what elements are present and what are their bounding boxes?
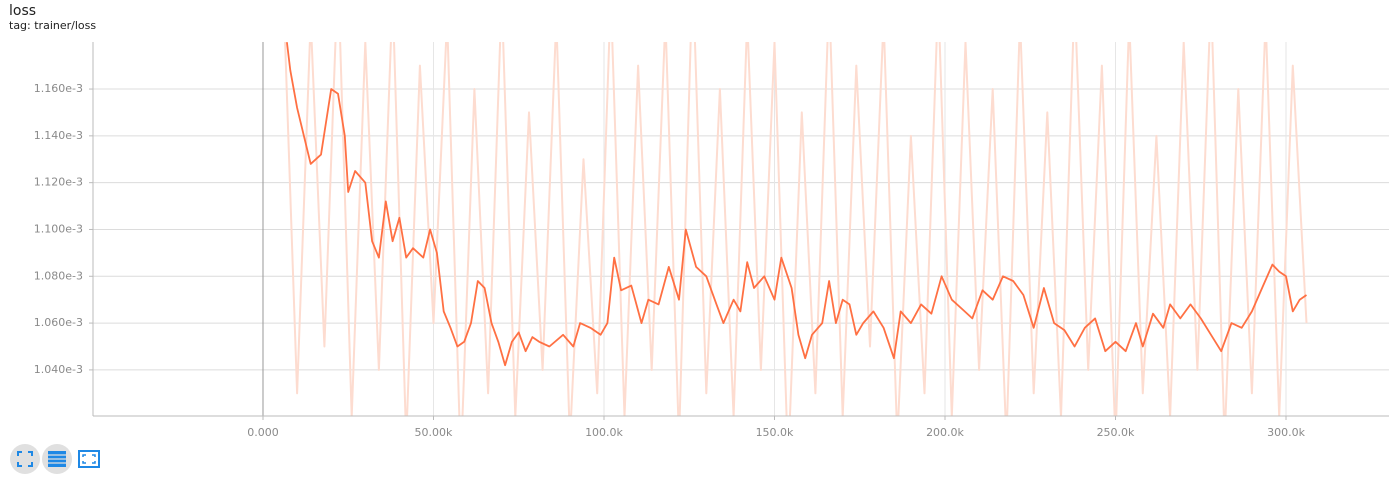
y-tick-label: 1.040e-3: [34, 363, 83, 376]
x-tick-label: 100.0k: [585, 426, 623, 439]
x-tick-label: 250.0k: [1097, 426, 1135, 439]
y-tick-label: 1.080e-3: [34, 269, 83, 282]
fit-domain-button[interactable]: [74, 444, 104, 474]
x-tick-label: 300.0k: [1267, 426, 1305, 439]
y-tick-label: 1.100e-3: [34, 222, 83, 235]
chart-tag: tag: trainer/loss: [9, 19, 96, 32]
x-tick-label: 0.000: [247, 426, 279, 439]
fullscreen-button[interactable]: [10, 444, 40, 474]
y-tick-label: 1.120e-3: [34, 176, 83, 189]
y-tick-label: 1.140e-3: [34, 129, 83, 142]
y-tick-label: 1.160e-3: [34, 82, 83, 95]
y-tick-label: 1.060e-3: [34, 316, 83, 329]
fullscreen-icon: [17, 451, 33, 467]
x-tick-label: 200.0k: [926, 426, 964, 439]
series-line: [286, 42, 1308, 367]
list-icon: [48, 451, 66, 467]
chart-title: loss: [9, 3, 36, 19]
chart: loss tag: trainer/loss 1.040e-3 1.060e-3 1…: [9, 3, 1389, 439]
fit-icon: [78, 450, 100, 468]
series-line: [284, 42, 1308, 416]
x-tick-label: 150.0k: [756, 426, 794, 439]
x-tick-label: 50.00k: [415, 426, 453, 439]
log-scale-button[interactable]: [42, 444, 72, 474]
